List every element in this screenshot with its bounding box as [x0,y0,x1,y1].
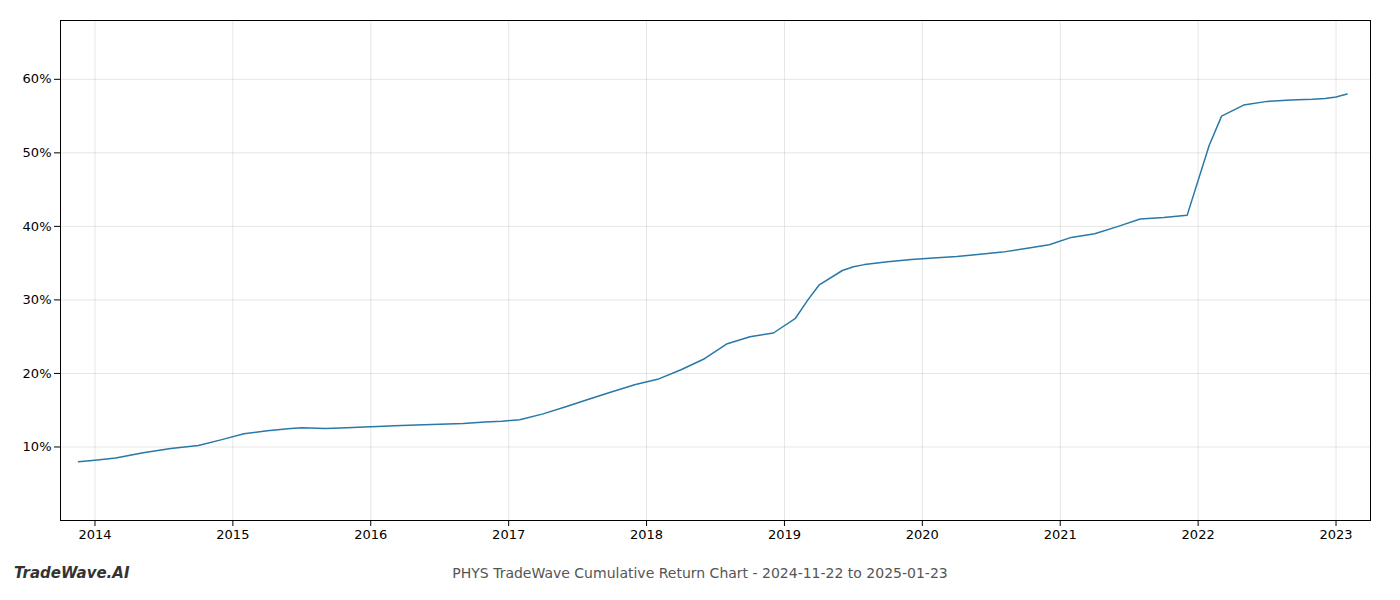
svg-text:2017: 2017 [492,527,525,542]
svg-text:2016: 2016 [354,527,387,542]
svg-text:2023: 2023 [1319,527,1352,542]
svg-text:2022: 2022 [1182,527,1215,542]
svg-text:2021: 2021 [1044,527,1077,542]
html-text:PHYS TradeWave Cumulative Retu: PHYS TradeWave Cumulative Return Chart -… [452,565,948,581]
svg-text:2014: 2014 [78,527,111,542]
svg-text:2015: 2015 [216,527,249,542]
svg-text:10%: 10% [23,439,52,454]
html-text:TradeWave.AI: TradeWave.AI [14,564,130,582]
svg-text:2018: 2018 [630,527,663,542]
svg-text:40%: 40% [23,219,52,234]
svg-text:30%: 30% [23,292,52,307]
svg-text:20%: 20% [23,366,52,381]
svg-text:50%: 50% [23,145,52,160]
svg-text:60%: 60% [23,71,52,86]
svg-text:2019: 2019 [768,527,801,542]
svg-text:2020: 2020 [906,527,939,542]
